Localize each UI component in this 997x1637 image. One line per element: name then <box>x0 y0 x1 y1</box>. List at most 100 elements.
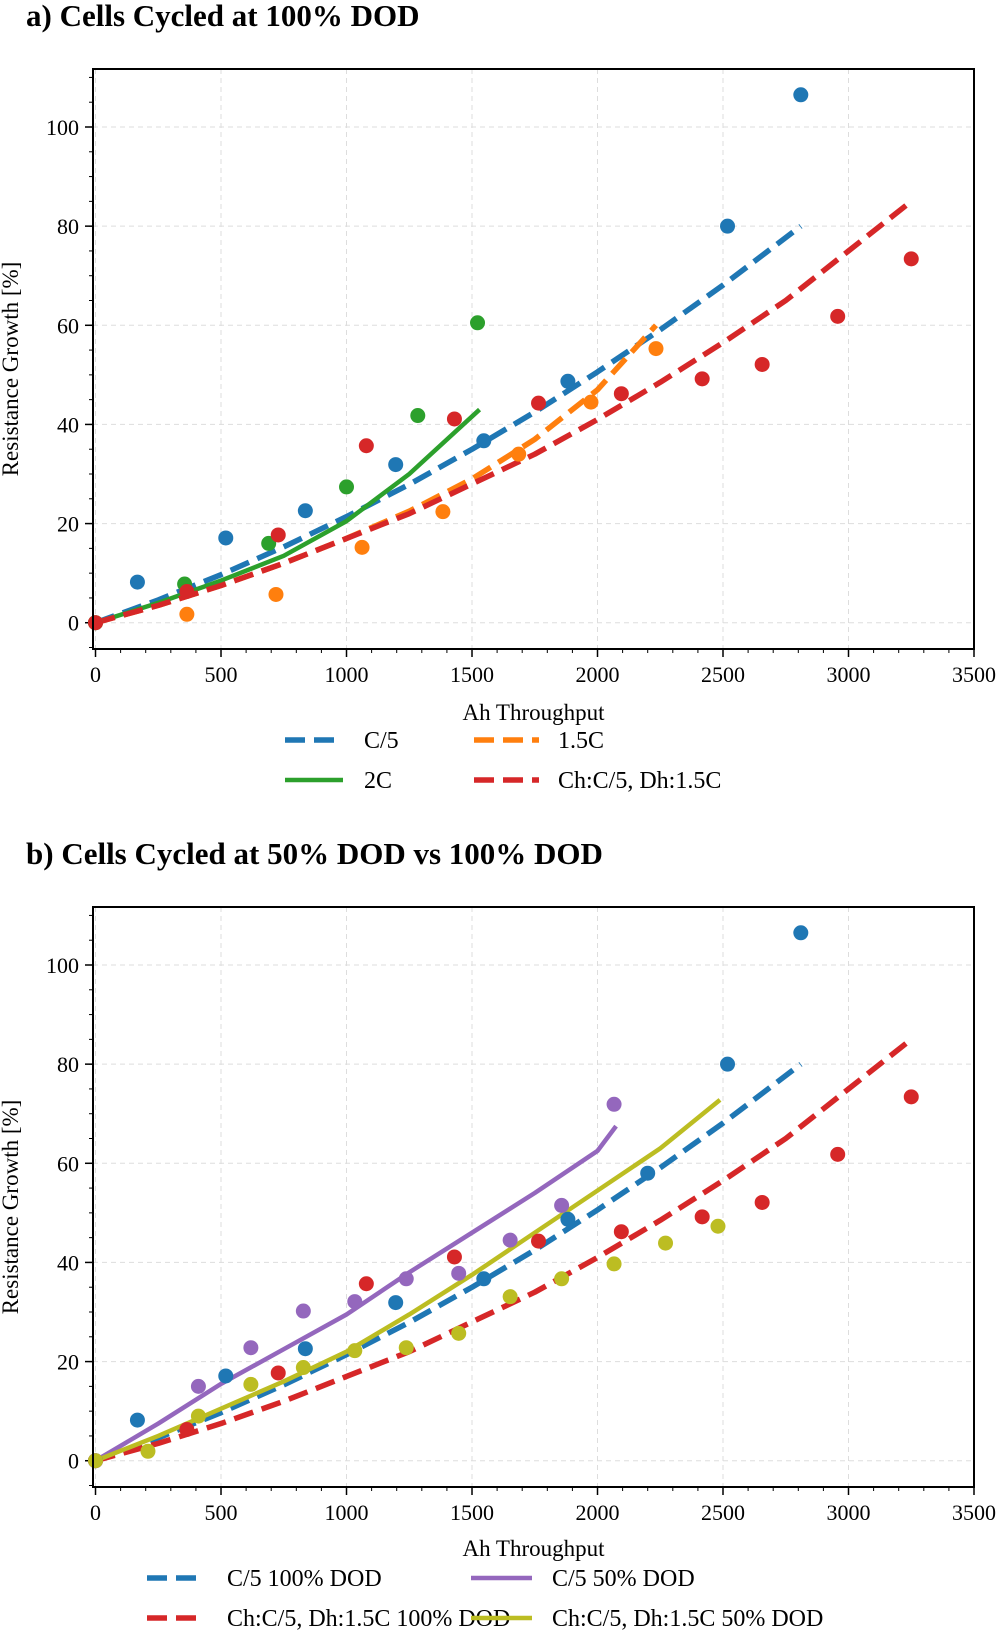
data-point-series-0 <box>218 530 234 546</box>
data-point-series-1 <box>358 1276 374 1292</box>
x-tick-label: 2000 <box>576 1500 620 1525</box>
data-point-series-3 <box>88 1453 104 1469</box>
data-point-series-0 <box>297 503 313 519</box>
legend-label-0: C/5 <box>364 728 399 754</box>
data-point-series-1 <box>270 1365 286 1381</box>
data-point-series-3 <box>502 1289 518 1305</box>
data-point-series-3 <box>270 527 286 543</box>
data-point-series-0 <box>388 457 404 473</box>
data-point-series-2 <box>190 1378 206 1394</box>
data-point-series-3 <box>830 308 846 324</box>
data-point-series-3 <box>88 615 104 631</box>
data-point-series-3 <box>658 1235 674 1251</box>
data-point-series-0 <box>129 574 145 590</box>
y-axis-label: Resistance Growth [%] <box>0 1100 23 1315</box>
data-point-series-1 <box>268 586 284 602</box>
chart-title: a) Cells Cycled at 100% DOD <box>26 0 419 33</box>
data-point-series-3 <box>613 386 629 402</box>
data-point-series-1 <box>830 1146 846 1162</box>
x-tick-label: 0 <box>90 662 101 687</box>
legend: C/5 2C 1.5C Ch:C/5, Dh:1.5C <box>285 728 721 794</box>
data-point-series-0 <box>720 1056 736 1072</box>
y-tick-label: 40 <box>57 412 79 437</box>
data-point-series-3 <box>243 1376 259 1392</box>
data-point-series-3 <box>554 1271 570 1287</box>
axes-frame <box>92 906 975 1488</box>
x-tick-label: 1500 <box>450 662 494 687</box>
legend-label-3: Ch:C/5, Dh:1.5C <box>558 768 721 794</box>
data-point-series-0 <box>560 1211 576 1227</box>
data-point-series-1 <box>583 394 599 410</box>
data-point-series-3 <box>903 251 919 267</box>
x-tick-label: 1000 <box>325 1500 369 1525</box>
data-point-series-3 <box>710 1218 726 1234</box>
data-point-series-1 <box>435 504 451 520</box>
data-point-series-3 <box>531 395 547 411</box>
legend-label-0: C/5 100% DOD <box>227 1566 382 1592</box>
data-point-series-1 <box>446 1249 462 1265</box>
data-point-series-3 <box>754 356 770 372</box>
data-point-series-1 <box>179 1421 195 1437</box>
y-tick-label: 80 <box>57 214 79 239</box>
data-point-series-1 <box>903 1089 919 1105</box>
data-point-series-0 <box>297 1341 313 1357</box>
data-point-series-0 <box>129 1412 145 1428</box>
axes-frame <box>92 68 975 650</box>
y-tick-label: 20 <box>57 512 79 537</box>
data-point-series-3 <box>606 1256 622 1272</box>
x-tick-label: 0 <box>90 1500 101 1525</box>
x-tick-label: 3000 <box>827 1500 871 1525</box>
series-line-2 <box>94 1124 618 1463</box>
data-point-series-3 <box>295 1360 311 1376</box>
data-point-series-3 <box>358 438 374 454</box>
x-tick-label: 3000 <box>827 662 871 687</box>
data-point-series-1 <box>511 446 527 462</box>
y-tick-label: 40 <box>57 1250 79 1275</box>
data-point-series-2 <box>347 1294 363 1310</box>
data-point-series-3 <box>140 1443 156 1459</box>
data-point-series-1 <box>694 1209 710 1225</box>
data-point-series-3 <box>398 1340 414 1356</box>
data-point-series-0 <box>560 373 576 389</box>
legend: C/5 100% DOD Ch:C/5, Dh:1.5C 100% DOD C/5 … <box>147 1566 823 1632</box>
series-line-0 <box>94 223 803 626</box>
data-point-series-2 <box>502 1232 518 1248</box>
y-tick-label: 80 <box>57 1052 79 1077</box>
data-point-series-3 <box>347 1343 363 1359</box>
y-tick-label: 100 <box>46 953 79 978</box>
legend-label-3: Ch:C/5, Dh:1.5C 50% DOD <box>552 1606 823 1632</box>
series-line-1 <box>94 323 659 626</box>
x-tick-label: 1500 <box>450 1500 494 1525</box>
chart-panel-b: b) Cells Cycled at 50% DOD vs 100% DOD 0 5… <box>0 836 996 1632</box>
y-tick-label: 60 <box>57 313 79 338</box>
series-line-2 <box>94 407 482 625</box>
legend-label-2: 2C <box>364 768 392 794</box>
data-point-series-1 <box>354 539 370 555</box>
data-point-series-0 <box>476 433 492 449</box>
data-point-series-0 <box>720 218 736 234</box>
y-axis-label: Resistance Growth [%] <box>0 262 23 477</box>
y-tick-label: 0 <box>68 611 79 636</box>
data-point-series-2 <box>243 1340 259 1356</box>
data-point-series-2 <box>295 1303 311 1319</box>
series-line-0 <box>94 1061 803 1464</box>
x-tick-label: 3500 <box>952 1500 996 1525</box>
legend-label-1: 1.5C <box>558 728 604 754</box>
data-point-series-1 <box>531 1233 547 1249</box>
series-line-1 <box>94 1037 913 1464</box>
data-point-series-3 <box>694 371 710 387</box>
chart-title: b) Cells Cycled at 50% DOD vs 100% DOD <box>26 836 603 871</box>
data-point-series-3 <box>190 1408 206 1424</box>
x-tick-label: 500 <box>205 1500 238 1525</box>
data-point-series-0 <box>793 87 809 103</box>
y-tick-label: 100 <box>46 115 79 140</box>
data-point-series-3 <box>179 583 195 599</box>
x-tick-label: 2500 <box>701 662 745 687</box>
data-point-series-2 <box>398 1271 414 1287</box>
data-point-series-1 <box>754 1194 770 1210</box>
data-point-series-0 <box>793 925 809 941</box>
x-axis-label: Ah Throughput <box>462 700 605 725</box>
data-point-series-0 <box>476 1271 492 1287</box>
data-point-series-3 <box>451 1325 467 1341</box>
